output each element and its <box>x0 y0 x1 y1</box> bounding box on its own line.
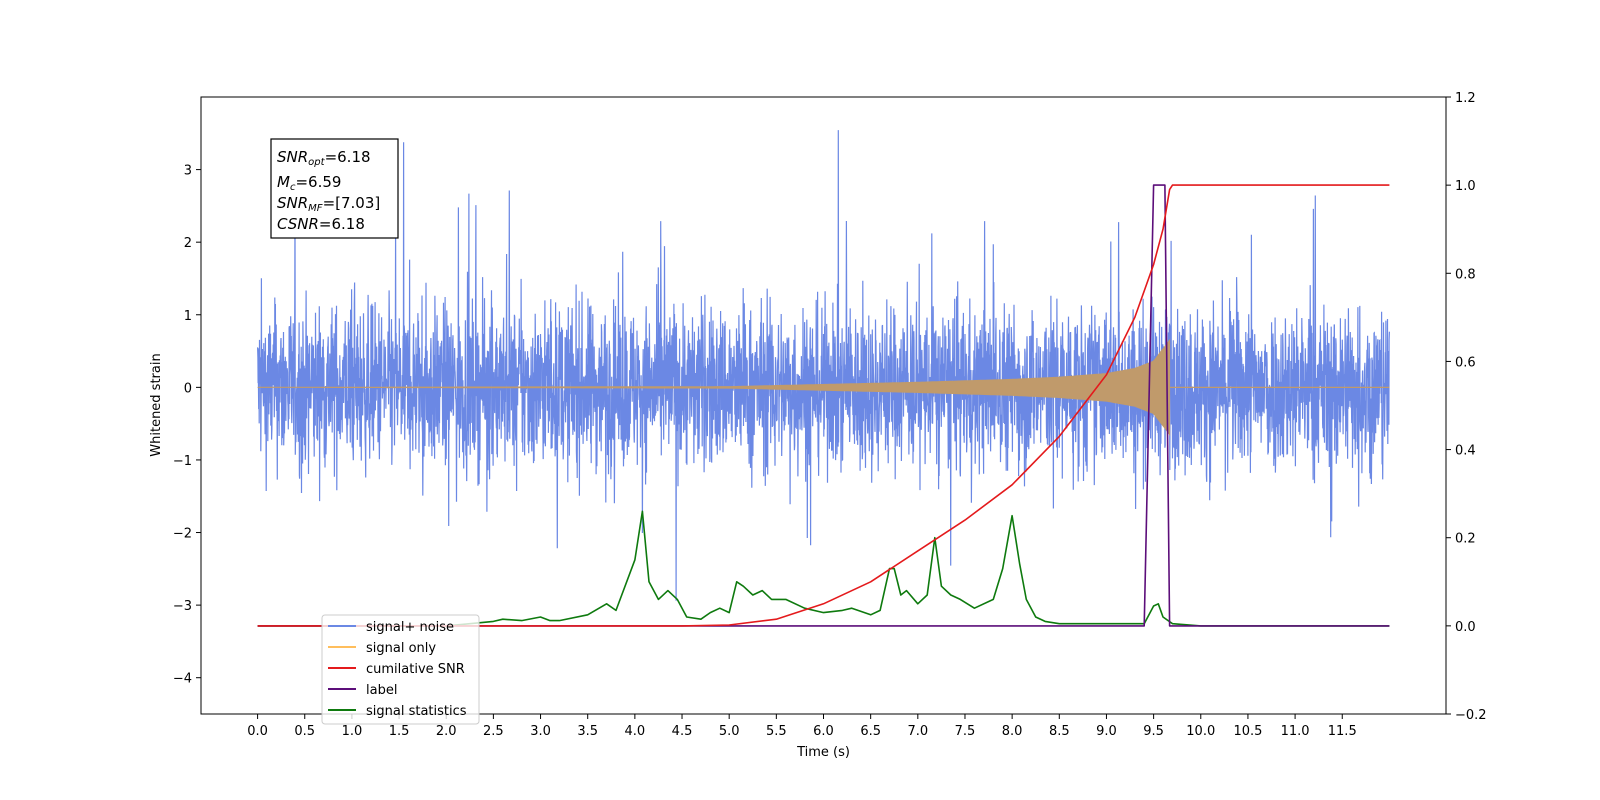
x-tick-label: 5.5 <box>766 724 787 739</box>
series-cumulative-snr <box>257 184 1390 627</box>
annotation-line-mc: Mc=6.59 <box>277 173 341 193</box>
x-tick-label: 7.0 <box>907 724 928 739</box>
x-tick-label: 9.0 <box>1096 724 1117 739</box>
y-tick-label: 0 <box>184 381 192 396</box>
x-tick-label: 5.0 <box>719 724 740 739</box>
x-tick-label: 1.0 <box>342 724 363 739</box>
annotation-line-snr-opt: SNRopt=6.18 <box>277 148 371 168</box>
x-tick-label: 6.0 <box>813 724 834 739</box>
series-layer <box>257 130 1390 627</box>
y-tick-label: 1 <box>184 309 192 324</box>
legend-box <box>321 614 480 725</box>
legend-label-label: label <box>366 683 397 698</box>
y2-tick-label: −0.2 <box>1455 708 1487 723</box>
y2-tick-label: 0.2 <box>1455 532 1476 547</box>
y2-tick-label: 0.4 <box>1455 444 1476 459</box>
y-tick-label: −3 <box>173 599 192 614</box>
series-signal-noise <box>257 130 1390 601</box>
x-tick-label: 3.5 <box>577 724 598 739</box>
x-tick-label: 2.0 <box>436 724 457 739</box>
series-label <box>257 184 1390 627</box>
x-tick-label: 8.0 <box>1002 724 1023 739</box>
y-tick-label: −1 <box>173 454 192 469</box>
x-tick-label: 6.5 <box>860 724 881 739</box>
x-tick-label: 7.5 <box>955 724 976 739</box>
y-tick-label: −2 <box>173 527 192 542</box>
legend-label-signal-statistics: signal statistics <box>366 704 467 719</box>
x-tick-label: 10.0 <box>1186 724 1215 739</box>
x-tick-label: 9.5 <box>1143 724 1164 739</box>
annotation-line-csnr: CSNR=6.18 <box>277 215 365 233</box>
annotation-box <box>270 138 399 239</box>
legend-label-signal-only: signal only <box>366 641 436 656</box>
x-axis-label: Time (s) <box>796 745 850 760</box>
x-tick-label: 4.0 <box>625 724 646 739</box>
legend: signal+ noise signal only cumilative SNR… <box>321 614 480 725</box>
y-tick-label: −4 <box>173 672 192 687</box>
x-tick-label: 4.5 <box>672 724 693 739</box>
x-tick-label: 11.0 <box>1281 724 1310 739</box>
x-tick-label: 0.0 <box>247 724 268 739</box>
x-tick-label: 2.5 <box>483 724 504 739</box>
legend-label-cumulative-snr: cumilative SNR <box>366 662 465 677</box>
stats-annotation: SNRopt=6.18 Mc=6.59 SNRMF=[7.03] CSNR=6.… <box>270 138 399 239</box>
y-axis-label: Whitened strain <box>149 353 164 456</box>
y2-tick-label: 0.8 <box>1455 267 1476 282</box>
x-tick-label: 0.5 <box>294 724 315 739</box>
y2-tick-label: 0.6 <box>1455 355 1476 370</box>
y-tick-label: 3 <box>184 164 192 179</box>
x-tick-label: 1.5 <box>389 724 410 739</box>
legend-label-signal-noise: signal+ noise <box>366 620 454 635</box>
y2-tick-label: 1.2 <box>1455 91 1476 106</box>
annotation-line-snr-mf: SNRMF=[7.03] <box>277 194 380 214</box>
y2-tick-label: 0.0 <box>1455 620 1476 635</box>
axes-layer: 0.0 0.5 1.0 1.5 2.0 2.5 3.0 3.5 4.0 4.5 5.0 5.5 6.0 6… <box>173 91 1487 739</box>
y2-tick-label: 1.0 <box>1455 179 1476 194</box>
x-tick-label: 11.5 <box>1328 724 1357 739</box>
y-tick-label: 2 <box>184 236 192 251</box>
x-tick-label: 3.0 <box>530 724 551 739</box>
x-tick-label: 10.5 <box>1233 724 1262 739</box>
series-signal-statistics <box>257 510 1390 627</box>
x-tick-label: 8.5 <box>1049 724 1070 739</box>
series-signal-only <box>257 338 1171 436</box>
